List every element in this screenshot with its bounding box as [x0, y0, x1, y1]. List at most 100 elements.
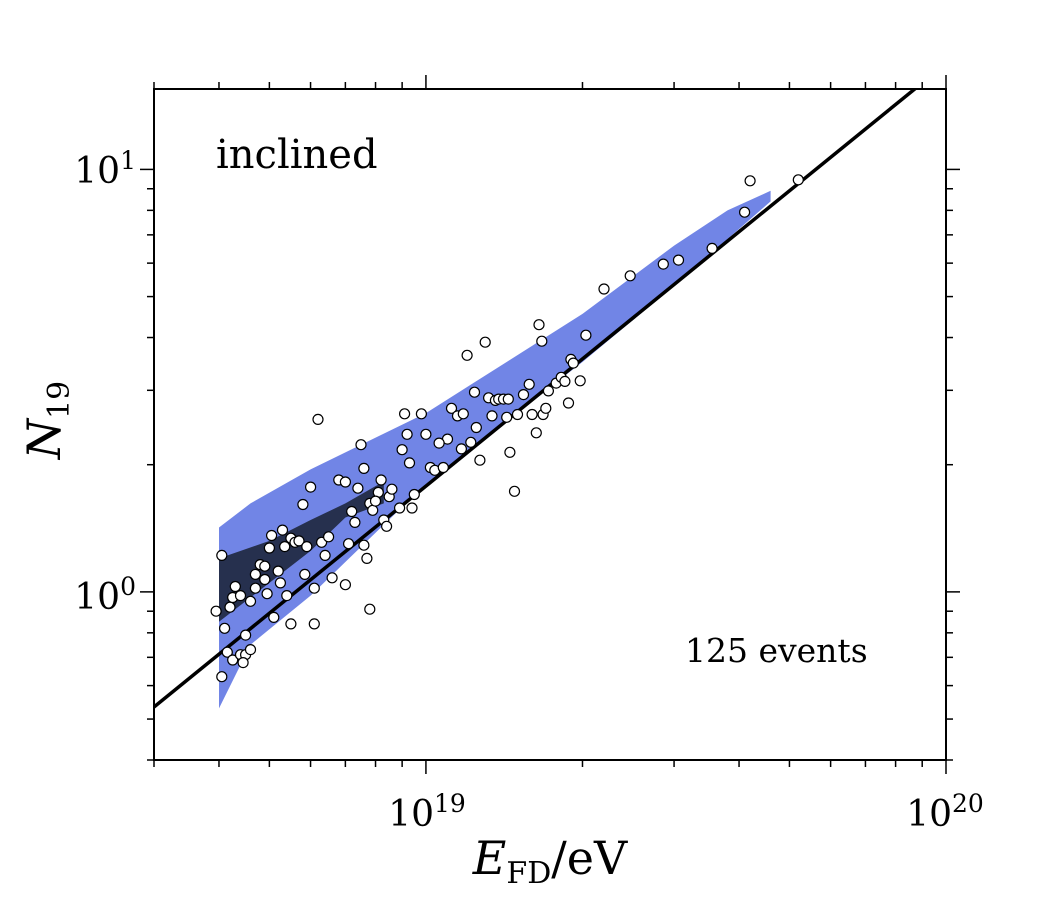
data-point: [523, 378, 535, 390]
data-point: [381, 520, 393, 532]
data-point: [536, 335, 548, 347]
data-point: [221, 646, 233, 658]
data-point: [358, 539, 370, 551]
data-point: [259, 560, 271, 572]
data-point: [461, 349, 473, 361]
data-point: [501, 411, 513, 423]
data-point: [415, 408, 427, 420]
data-point: [308, 582, 320, 594]
data-point: [394, 502, 406, 514]
data-point: [272, 565, 284, 577]
data-point: [517, 389, 530, 401]
data-point: [364, 603, 376, 615]
data-point: [403, 457, 416, 469]
data-point: [323, 531, 335, 543]
data-point: [526, 408, 538, 421]
data-point: [216, 549, 228, 562]
data-point: [346, 505, 358, 518]
data-point: [227, 654, 239, 666]
data-point: [210, 605, 222, 617]
data-point: [358, 462, 370, 474]
data-point: [274, 577, 286, 589]
y-tick-label-1e0: 100: [74, 572, 136, 618]
data-point: [474, 454, 486, 466]
data-point: [326, 572, 338, 584]
data-point: [401, 428, 413, 440]
data-point: [279, 540, 291, 553]
data-point: [562, 397, 575, 409]
data-point: [259, 573, 271, 586]
data-point: [457, 408, 469, 420]
data-point: [276, 524, 289, 536]
data-point: [502, 393, 514, 405]
data-point: [542, 385, 555, 397]
data-point: [249, 582, 261, 594]
data-point: [386, 483, 398, 495]
data-point: [319, 549, 331, 562]
y-tick-label-1e1: 101: [74, 146, 136, 192]
data-points: [210, 174, 804, 683]
y-axis-label: N19: [17, 381, 77, 460]
data-point: [349, 516, 361, 529]
data-point: [263, 542, 275, 554]
data-point: [598, 283, 610, 295]
data-point: [574, 375, 586, 387]
data-point: [339, 476, 351, 488]
data-point: [738, 206, 751, 218]
data-point: [268, 611, 280, 624]
data-point: [433, 437, 445, 449]
data-point: [408, 488, 420, 501]
data-point: [244, 643, 257, 656]
data-point: [437, 461, 449, 474]
data-point: [249, 568, 261, 581]
data-point: [285, 618, 297, 630]
data-point: [237, 656, 249, 669]
data-point: [657, 258, 669, 270]
data-point: [486, 410, 498, 422]
data-point: [540, 402, 552, 414]
data-point: [301, 540, 313, 553]
data-point: [406, 502, 418, 514]
data-point: [624, 270, 636, 282]
data-point: [244, 595, 257, 607]
data-point: [224, 601, 236, 613]
x-axis-label: EFD/eV: [472, 831, 628, 891]
data-point: [308, 618, 320, 630]
data-point: [706, 242, 718, 254]
data-point: [455, 443, 467, 455]
data-point: [312, 413, 324, 425]
data-point: [420, 428, 432, 440]
data-point: [266, 529, 278, 542]
data-point: [367, 504, 379, 516]
data-point: [580, 329, 592, 341]
data-point: [468, 386, 481, 398]
data-point: [240, 629, 252, 641]
data-point: [219, 622, 231, 634]
plot-area: [154, 89, 918, 709]
axis-ticks: [140, 75, 960, 774]
data-point: [396, 444, 408, 456]
data-point: [479, 336, 491, 348]
data-point: [744, 175, 756, 187]
data-point: [470, 421, 482, 434]
data-point: [530, 427, 542, 439]
x-tick-label-1e20: 1020: [906, 789, 984, 835]
annotation-event-count: 125 events: [685, 631, 868, 670]
data-point: [305, 481, 317, 493]
data-point: [533, 319, 545, 331]
data-point: [299, 568, 311, 581]
data-point: [375, 474, 387, 486]
x-tick-label-1e19: 1019: [388, 789, 466, 835]
data-point: [399, 408, 411, 420]
plot-frame: [153, 88, 947, 761]
data-point: [343, 538, 355, 550]
data-point: [559, 375, 571, 387]
data-point: [229, 580, 241, 593]
data-point: [234, 589, 247, 602]
annotation-inclined: inclined: [216, 132, 378, 178]
data-point: [508, 485, 521, 497]
data-point: [261, 588, 273, 600]
data-point: [445, 402, 458, 414]
